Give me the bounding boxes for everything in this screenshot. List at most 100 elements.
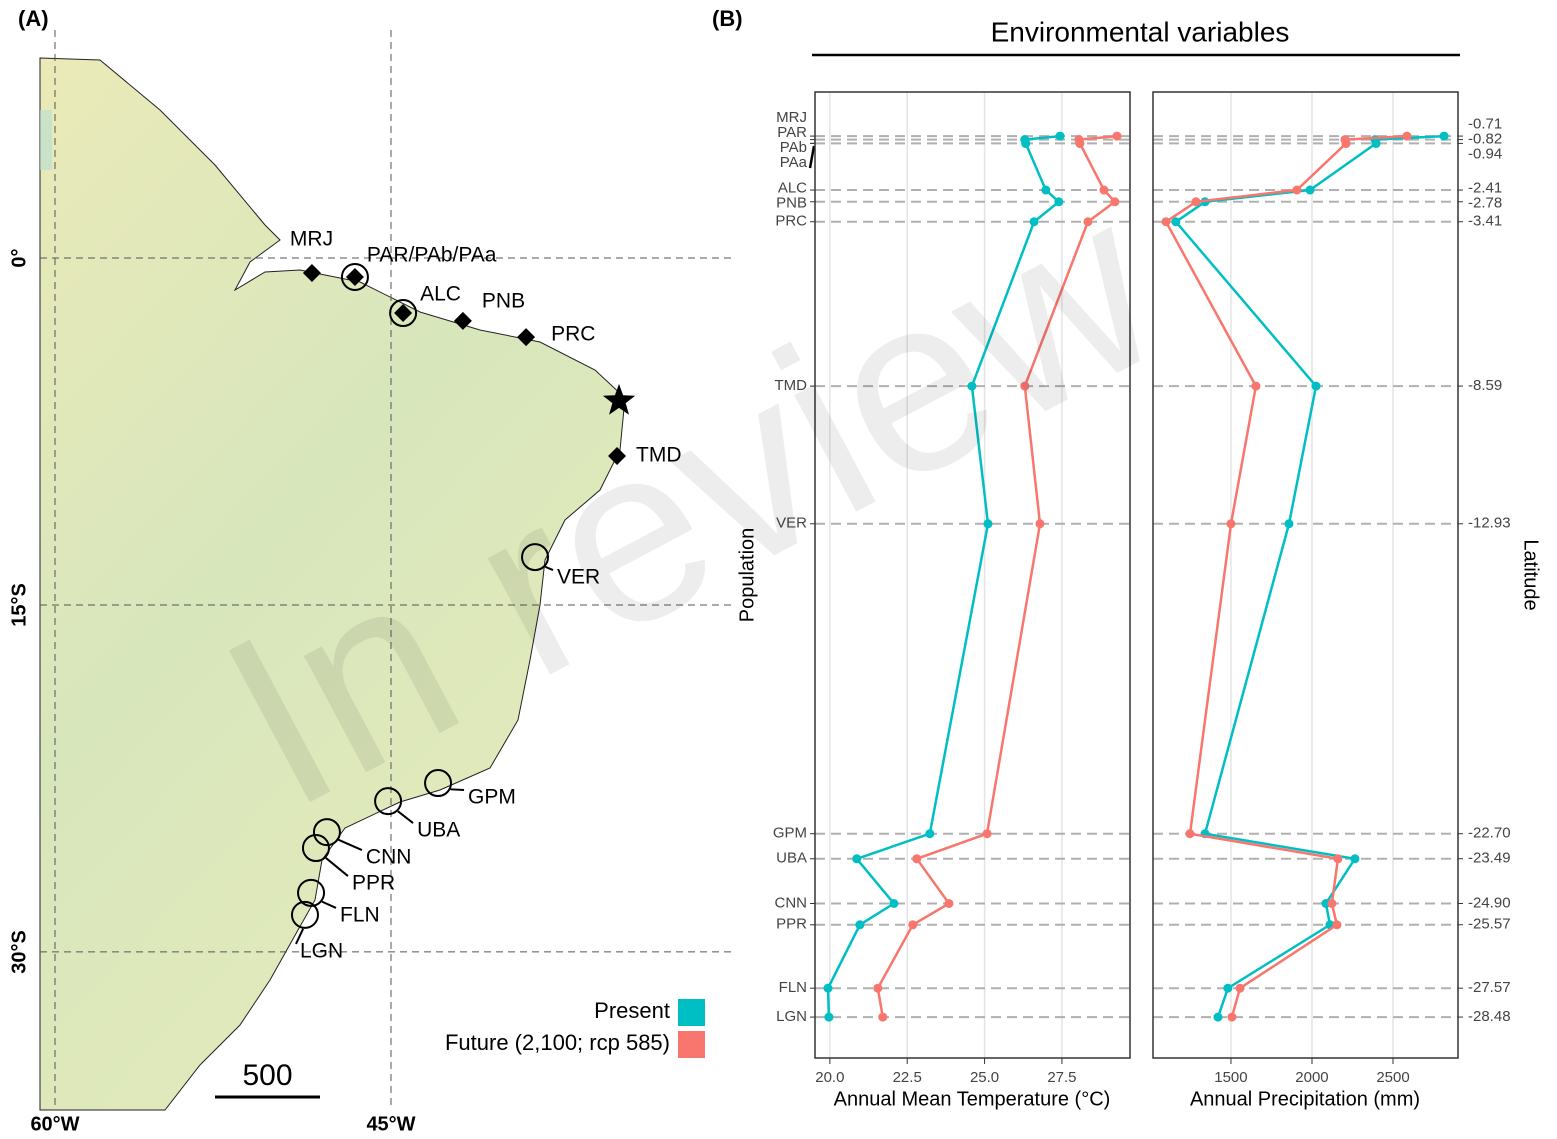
- data-point: [823, 984, 832, 993]
- site-label: UBA: [417, 819, 460, 842]
- panel-label: (B): [712, 6, 743, 31]
- data-point: [1332, 920, 1341, 929]
- data-point: [878, 1013, 887, 1022]
- y2-tick-label: -2.78: [1468, 194, 1502, 211]
- y2-tick-label: -8.59: [1468, 377, 1502, 394]
- data-point: [889, 899, 898, 908]
- data-point: [1284, 519, 1293, 528]
- y-tick-label: FLN: [779, 979, 807, 996]
- y-tick-label: GPM: [773, 825, 807, 842]
- data-point: [912, 854, 921, 863]
- y2-axis-label: Latitude: [1520, 539, 1542, 610]
- y-tick-label: CNN: [775, 894, 808, 911]
- legend-swatch: [678, 1031, 705, 1058]
- y-tick-label: PRC: [775, 213, 807, 230]
- data-point: [1236, 984, 1245, 993]
- data-point: [1251, 382, 1260, 391]
- figure: (A) (B) Environmental variables Populati…: [0, 0, 1557, 1139]
- leader-line: [322, 902, 336, 908]
- lat-label: 30°S: [8, 930, 30, 974]
- data-point: [1075, 139, 1084, 148]
- panel-label: (A): [18, 6, 49, 31]
- y-tick-label: LGN: [776, 1008, 807, 1025]
- data-point: [1223, 984, 1232, 993]
- data-point: [1327, 899, 1336, 908]
- data-point: [873, 984, 882, 993]
- x-tick-label: 27.5: [1047, 1069, 1076, 1086]
- y2-tick-label: -23.49: [1468, 850, 1511, 867]
- data-point: [1312, 382, 1321, 391]
- x-tick-label: 20.0: [815, 1069, 844, 1086]
- data-point: [1110, 197, 1119, 206]
- data-point: [925, 829, 934, 838]
- data-point: [1342, 139, 1351, 148]
- lat-label: 0°: [8, 248, 30, 267]
- data-point: [1402, 132, 1411, 141]
- x-axis-label: Annual Mean Temperature (°C): [834, 1088, 1111, 1110]
- chart-title: Environmental variables: [991, 16, 1290, 47]
- data-point: [1333, 854, 1342, 863]
- y2-tick-label: -27.57: [1468, 979, 1511, 996]
- x-tick-label: 2500: [1376, 1069, 1409, 1086]
- data-point: [908, 920, 917, 929]
- y2-tick-label: -12.93: [1468, 515, 1511, 532]
- site-label: PAR/PAb/PAa: [367, 244, 497, 267]
- data-point: [1021, 139, 1030, 148]
- y-tick-label: UBA: [776, 850, 807, 867]
- data-point: [1306, 186, 1315, 195]
- site-label: GPM: [468, 786, 516, 809]
- data-point: [1185, 829, 1194, 838]
- x-tick-label: 2000: [1295, 1069, 1328, 1086]
- y2-tick-label: -3.41: [1468, 213, 1502, 230]
- site-label: CNN: [366, 846, 412, 869]
- x-tick-label: 25.0: [970, 1069, 999, 1086]
- data-point: [1440, 132, 1449, 141]
- data-point: [1056, 132, 1065, 141]
- y-tick-label: PAa: [780, 154, 808, 171]
- data-point: [824, 1013, 833, 1022]
- data-point: [1035, 519, 1044, 528]
- y-tick-label: PNB: [776, 194, 807, 211]
- x-tick-label: 1500: [1214, 1069, 1247, 1086]
- y-tick-label: PPR: [776, 916, 807, 933]
- y2-tick-label: -24.90: [1468, 894, 1511, 911]
- x-axis-label: Annual Precipitation (mm): [1190, 1088, 1420, 1110]
- y2-tick-label: -22.70: [1468, 825, 1511, 842]
- panel-background: [1153, 92, 1458, 1058]
- site-label: MRJ: [290, 228, 333, 251]
- data-point: [1113, 132, 1122, 141]
- data-point: [944, 899, 953, 908]
- x-tick-label: 22.5: [893, 1069, 922, 1086]
- site-label: ALC: [420, 283, 461, 306]
- site-label: FLN: [340, 903, 380, 926]
- y2-tick-label: -0.94: [1468, 146, 1502, 163]
- data-point: [1292, 186, 1301, 195]
- legend-label: Present: [594, 998, 670, 1023]
- site-label: PRC: [551, 323, 595, 346]
- scale-label: 500: [242, 1059, 292, 1092]
- data-point: [1161, 217, 1170, 226]
- data-point: [1191, 197, 1200, 206]
- data-point: [983, 829, 992, 838]
- data-point: [1371, 139, 1380, 148]
- lon-label: 45°W: [366, 1113, 415, 1135]
- site-label: PNB: [482, 289, 525, 312]
- data-point: [1213, 1013, 1222, 1022]
- site-label: PPR: [352, 872, 395, 895]
- data-point: [1227, 1013, 1236, 1022]
- legend-label: Future (2,100; rcp 585): [445, 1030, 670, 1055]
- y2-tick-label: -25.57: [1468, 916, 1511, 933]
- site-label: LGN: [300, 939, 343, 962]
- leader-line: [326, 858, 348, 876]
- lat-label: 15°S: [8, 583, 30, 627]
- data-point: [852, 854, 861, 863]
- legend-swatch: [678, 999, 705, 1026]
- data-point: [1226, 519, 1235, 528]
- data-point: [1100, 186, 1109, 195]
- sea-shade: [40, 110, 52, 170]
- data-point: [1350, 854, 1359, 863]
- y2-tick-label: -28.48: [1468, 1008, 1511, 1025]
- data-point: [855, 920, 864, 929]
- lon-label: 60°W: [30, 1113, 79, 1135]
- label-bracket: [810, 146, 814, 168]
